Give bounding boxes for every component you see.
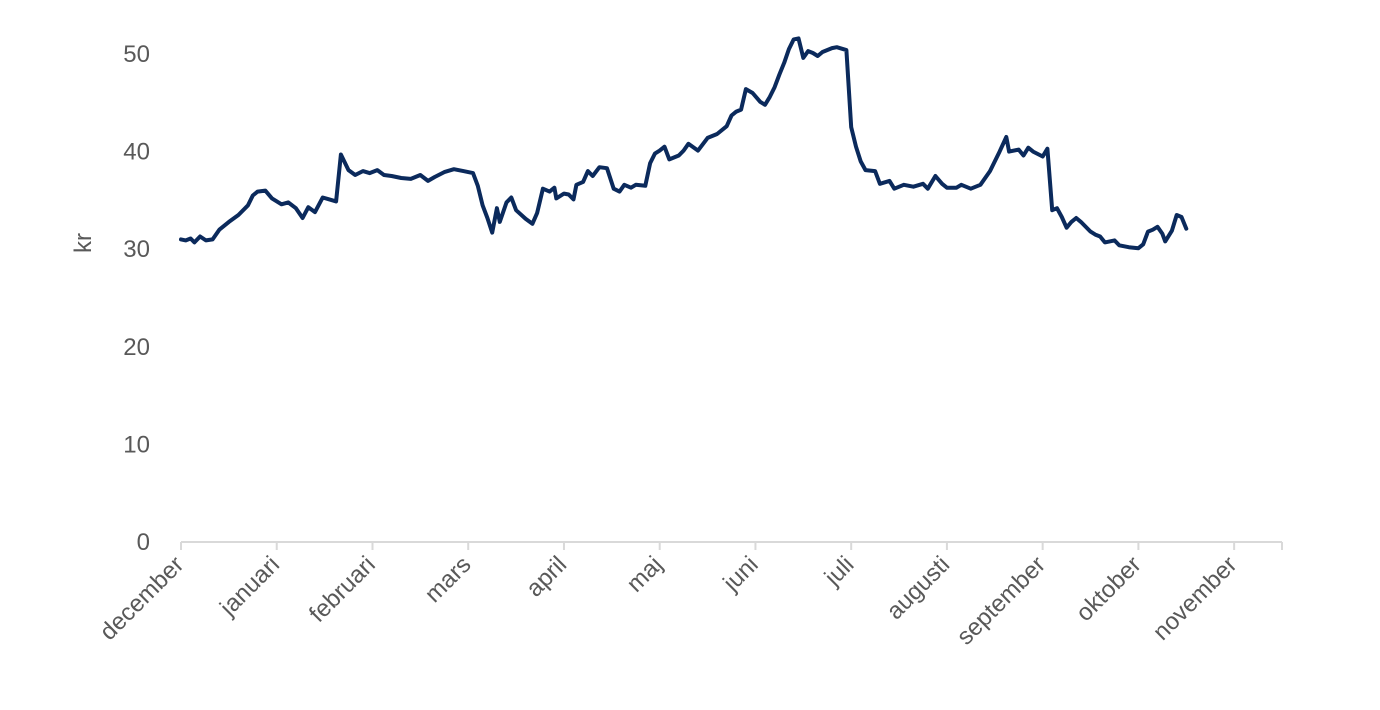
x-tick-label: mars [420,551,477,608]
x-axis-tick-labels: december januari februari mars april maj juni j… [95,551,1243,650]
x-tick-label: oktober [1071,551,1147,627]
x-tick-label: januari [214,551,285,622]
x-tick-label: juni [717,551,763,597]
price-series-line [179,36,1189,251]
x-tick-label: augusti [881,551,955,625]
y-tick-label: 10 [123,431,150,458]
y-tick-label: 0 [137,529,150,556]
y-tick-label: 40 [123,139,150,166]
x-tick-label: september [952,551,1051,650]
y-tick-label: 30 [123,236,150,263]
y-tick-label: 50 [123,41,150,68]
x-tick-label: februari [304,551,381,628]
y-axis-tick-labels: 0 10 20 30 40 50 [123,41,150,556]
x-axis-ticks [180,542,1283,550]
x-tick-label: december [95,551,190,646]
y-tick-label: 20 [123,334,150,361]
y-axis-title: kr [70,233,97,253]
x-tick-label: november [1148,551,1243,646]
x-tick-label: juli [819,551,860,592]
x-tick-label: april [521,551,572,602]
x-tick-label: maj [622,551,668,597]
